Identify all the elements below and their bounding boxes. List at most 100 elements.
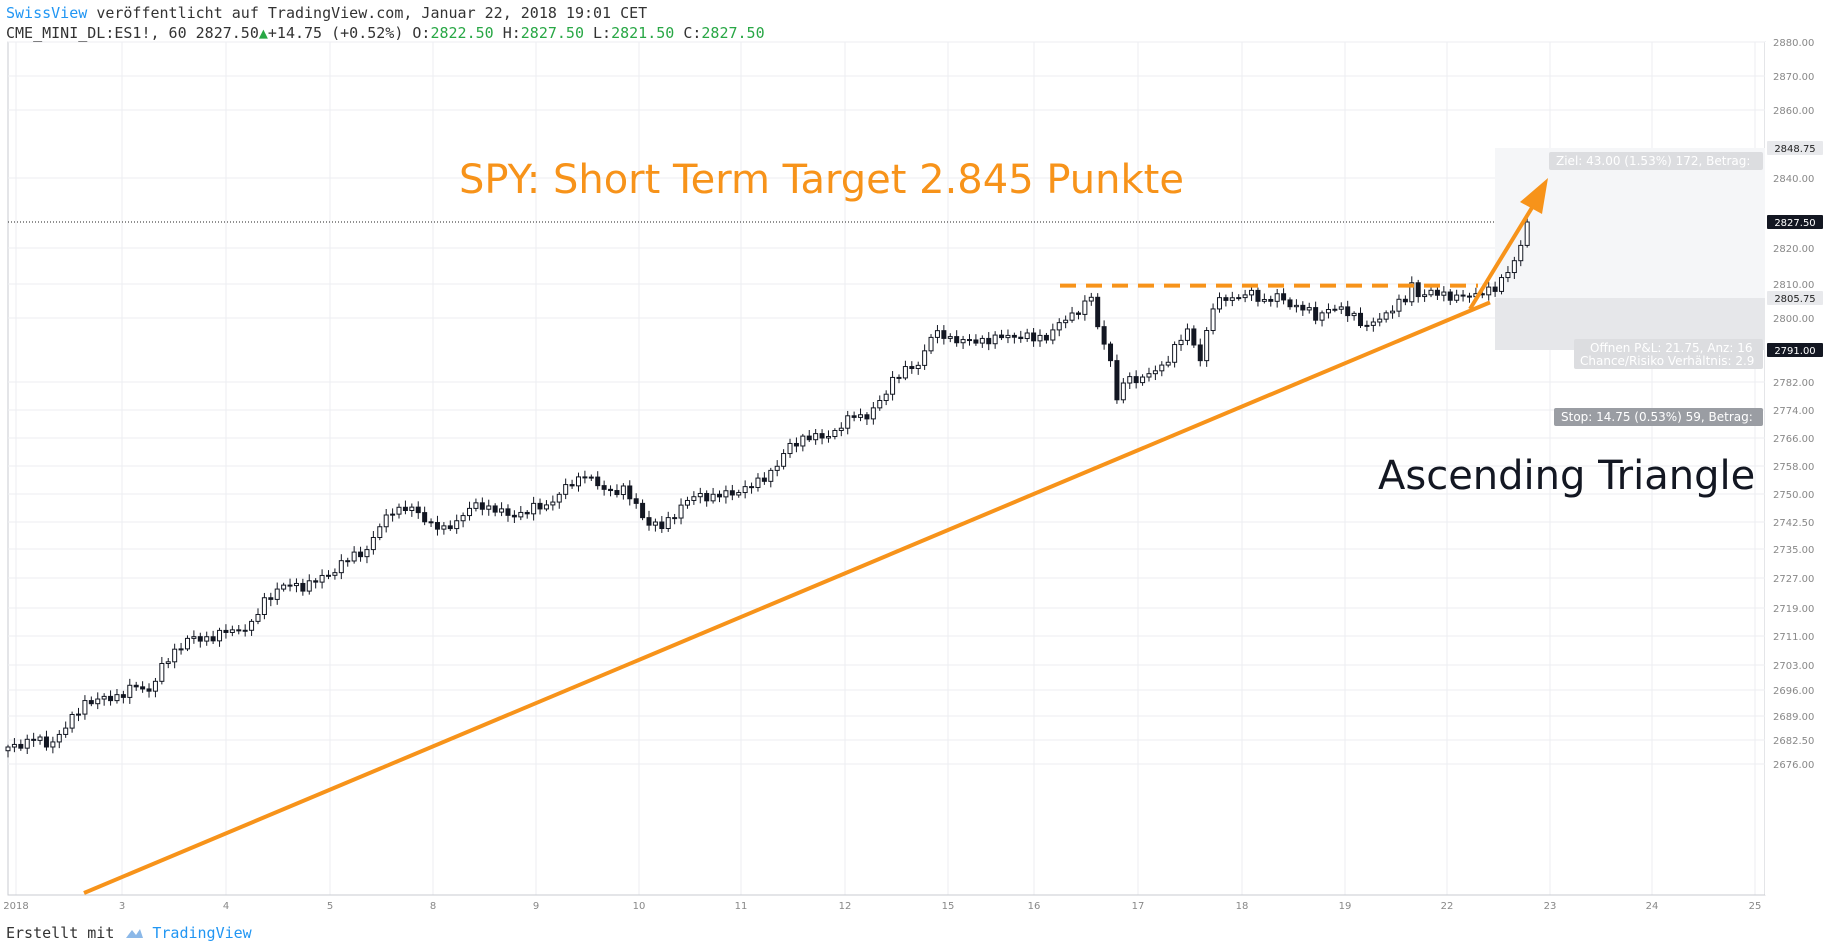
h-value: 2827.50 bbox=[520, 24, 584, 42]
y-tick-label: 2800.00 bbox=[1773, 314, 1814, 325]
candle bbox=[217, 629, 223, 642]
candle bbox=[704, 492, 710, 502]
target-arrow-shaft bbox=[1468, 204, 1535, 311]
candle bbox=[1390, 310, 1396, 314]
candle bbox=[165, 661, 171, 664]
candle bbox=[326, 574, 331, 577]
y-tick-label: 2810.00 bbox=[1773, 280, 1814, 291]
tradingview-link[interactable]: TradingView bbox=[152, 924, 252, 942]
candle bbox=[197, 636, 203, 642]
candle bbox=[43, 736, 49, 748]
candle-series bbox=[5, 216, 1530, 758]
candle bbox=[1165, 361, 1171, 366]
candle bbox=[415, 506, 421, 514]
candle bbox=[24, 738, 30, 749]
price-axis[interactable]: 2676.00 2682.50 2689.00 2696.00 2703.00 2711.… bbox=[1765, 38, 1824, 895]
price-tag-label: 2791.00 bbox=[1774, 346, 1815, 357]
candle bbox=[1210, 308, 1216, 332]
candle bbox=[813, 433, 819, 441]
y-tick-label: 2880.00 bbox=[1773, 38, 1814, 49]
candle bbox=[1152, 370, 1158, 375]
candle bbox=[473, 502, 479, 509]
y-tick-label: 2860.00 bbox=[1773, 106, 1814, 117]
candle bbox=[1127, 376, 1133, 384]
candle bbox=[1518, 244, 1524, 262]
c-value: 2827.50 bbox=[701, 24, 765, 42]
candle bbox=[967, 339, 972, 342]
candle bbox=[1274, 293, 1280, 302]
candle bbox=[223, 629, 229, 633]
candle bbox=[499, 508, 505, 513]
y-tick-label: 2689.00 bbox=[1773, 712, 1814, 723]
candle bbox=[1108, 343, 1114, 362]
candle bbox=[543, 504, 549, 510]
candle bbox=[825, 436, 831, 439]
open-pl-label: Offnen P&L: 21.75, Anz: 16 bbox=[1590, 341, 1752, 355]
time-axis[interactable]: 2018 3 4 5 8 9 10 11 12 15 16 17 18 19 22 23 24 25 bbox=[3, 894, 1765, 912]
x-tick-label: 10 bbox=[633, 901, 646, 912]
candle bbox=[1499, 277, 1505, 292]
candle bbox=[1505, 272, 1511, 279]
candle bbox=[1492, 286, 1498, 292]
price-tag-label: 2805.75 bbox=[1774, 294, 1815, 305]
candle bbox=[646, 517, 652, 526]
candle bbox=[1370, 321, 1376, 326]
candle bbox=[838, 427, 844, 431]
candle bbox=[588, 476, 594, 479]
price-tag bbox=[1767, 343, 1823, 357]
candle bbox=[640, 502, 646, 519]
candle bbox=[441, 525, 447, 530]
candle bbox=[1325, 309, 1331, 314]
symbol-interval[interactable]: CME_MINI_DL:ES1!, 60 bbox=[6, 24, 187, 42]
target-zone bbox=[1495, 148, 1765, 298]
candle bbox=[281, 584, 287, 590]
candle bbox=[1422, 294, 1428, 298]
y-tick-label: 2682.50 bbox=[1773, 736, 1814, 747]
candle bbox=[1088, 296, 1094, 302]
candle bbox=[120, 694, 126, 698]
candle bbox=[1075, 312, 1081, 315]
candle bbox=[108, 695, 114, 702]
candle bbox=[665, 517, 671, 530]
candle bbox=[1428, 289, 1434, 296]
candle bbox=[973, 339, 979, 344]
x-tick-label: 23 bbox=[1544, 901, 1557, 912]
author-link[interactable]: SwissView bbox=[6, 4, 88, 22]
candle bbox=[1511, 260, 1517, 274]
y-tick-label: 2750.00 bbox=[1773, 490, 1814, 501]
candle bbox=[1043, 334, 1049, 341]
x-tick-label: 12 bbox=[839, 901, 852, 912]
candle bbox=[1133, 376, 1139, 384]
candle bbox=[1005, 334, 1011, 339]
candle bbox=[56, 733, 62, 743]
candle bbox=[1242, 294, 1248, 299]
candle bbox=[358, 551, 364, 558]
candle bbox=[460, 515, 466, 522]
candle bbox=[1332, 308, 1338, 311]
candle bbox=[531, 502, 537, 515]
publish-line: SwissView veröffentlicht auf TradingView… bbox=[6, 4, 647, 22]
chart-labels: SPY: Short Term Target 2.845 Punkte Ascen… bbox=[459, 152, 1763, 499]
candle bbox=[467, 507, 473, 517]
candle bbox=[556, 493, 562, 503]
price-tag bbox=[1767, 291, 1823, 305]
candle bbox=[1140, 376, 1146, 384]
candle bbox=[992, 334, 998, 345]
candle bbox=[229, 629, 235, 633]
candle bbox=[563, 484, 569, 495]
candle bbox=[1197, 344, 1203, 362]
publish-text: veröffentlicht auf TradingView.com, Janu… bbox=[96, 4, 648, 22]
candle bbox=[877, 400, 883, 409]
candle bbox=[934, 330, 940, 338]
candle bbox=[370, 536, 376, 551]
candle bbox=[1345, 306, 1351, 317]
candle bbox=[383, 514, 389, 528]
candle bbox=[1101, 326, 1107, 345]
candle bbox=[684, 499, 690, 506]
candle bbox=[454, 520, 460, 530]
candle bbox=[787, 442, 793, 455]
candle bbox=[338, 560, 344, 574]
stop-label-bg bbox=[1554, 408, 1763, 426]
candle bbox=[1358, 312, 1364, 327]
